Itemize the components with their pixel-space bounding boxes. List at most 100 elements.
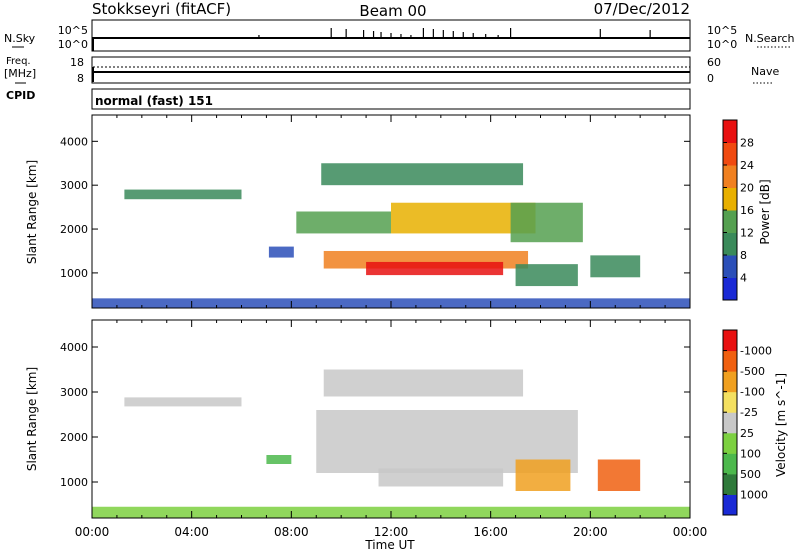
power-ylabel: Slant Range [km] bbox=[25, 160, 39, 264]
velocity-colorbar-segment bbox=[723, 432, 737, 454]
beam-title: Beam 00 bbox=[359, 2, 426, 20]
power-colorbar-label: Power [dB] bbox=[758, 179, 772, 244]
power-ytick-label: 2000 bbox=[60, 223, 88, 236]
velocity-panel: 1000 2000 3000 4000 Slant Range [km] bbox=[25, 319, 691, 519]
power-region bbox=[268, 246, 294, 258]
velocity-colorbar-segment bbox=[723, 453, 737, 475]
power-region bbox=[510, 202, 583, 243]
freq-left-tick-bottom: 8 bbox=[77, 72, 84, 85]
power-region bbox=[124, 189, 242, 200]
velocity-colorbar-segment bbox=[723, 494, 737, 516]
power-panel: 1000 2000 3000 4000 Slant Range [km] bbox=[25, 114, 691, 309]
power-colorbar-tick-label: 4 bbox=[740, 272, 747, 285]
noise-panel: N.Sky 10^5 10^0 10^5 10^0 N.Search bbox=[4, 19, 795, 52]
time-axis: 00:00 04:00 08:00 12:00 16:00 20:00 00:00 bbox=[75, 525, 708, 539]
power-region bbox=[366, 261, 504, 276]
velocity-region bbox=[124, 397, 242, 407]
power-colorbar-tick-label: 28 bbox=[740, 137, 754, 150]
power-region bbox=[590, 255, 641, 278]
power-colorbar-tick-label: 8 bbox=[740, 249, 747, 262]
mode-text: normal (fast) 151 bbox=[95, 94, 213, 108]
noise-spikes bbox=[258, 28, 651, 38]
velocity-colorbar-tick-label: -25 bbox=[740, 406, 758, 419]
velocity-colorbar-segment bbox=[723, 391, 737, 413]
freq-panel-frame bbox=[91, 56, 691, 84]
velocity-colorbar-tick-label: -1000 bbox=[740, 345, 772, 358]
power-colorbar-tick-label: 24 bbox=[740, 159, 754, 172]
nsky-label: N.Sky bbox=[4, 32, 36, 45]
velocity-ytick-label: 4000 bbox=[60, 341, 88, 354]
velocity-data bbox=[92, 369, 690, 518]
power-colorbar-tick-label: 16 bbox=[740, 204, 754, 217]
freq-unit-label: [MHz] bbox=[4, 67, 36, 80]
time-tick-label: 00:00 bbox=[673, 525, 708, 539]
power-colorbar-segment bbox=[723, 232, 737, 256]
power-colorbar-segment bbox=[723, 277, 737, 301]
time-tick-label: 16:00 bbox=[473, 525, 508, 539]
power-colorbar-segment bbox=[723, 187, 737, 211]
velocity-colorbar-tick-label: -100 bbox=[740, 386, 765, 399]
velocity-colorbar-tick-label: 25 bbox=[740, 427, 754, 440]
velocity-colorbar: Velocity [m s^-1] 1000 500 100 25 -25 -100 -50… bbox=[722, 329, 788, 516]
velocity-x-ticks bbox=[91, 320, 691, 518]
time-tick-label: 20:00 bbox=[573, 525, 608, 539]
velocity-region bbox=[323, 369, 524, 397]
power-y-axis: 1000 2000 3000 4000 bbox=[60, 135, 690, 280]
velocity-region bbox=[378, 468, 504, 487]
power-data bbox=[92, 163, 690, 308]
power-colorbar-segment bbox=[723, 142, 737, 166]
date-title: 07/Dec/2012 bbox=[594, 0, 690, 18]
time-tick-label: 04:00 bbox=[174, 525, 209, 539]
time-axis-label: Time UT bbox=[364, 538, 415, 552]
noise-right-tick-top: 10^5 bbox=[707, 24, 737, 37]
velocity-ytick-label: 1000 bbox=[60, 476, 88, 489]
velocity-colorbar-segment bbox=[723, 412, 737, 434]
velocity-y-axis: 1000 2000 3000 4000 bbox=[60, 341, 690, 489]
station-title: Stokkseyri (fitACF) bbox=[92, 0, 231, 18]
velocity-ytick-label: 3000 bbox=[60, 386, 88, 399]
velocity-colorbar-segment bbox=[723, 330, 737, 352]
freq-right-tick-bottom: 0 bbox=[707, 72, 714, 85]
noise-right-tick-bottom: 10^0 bbox=[707, 38, 737, 51]
frequency-panel: Freq. [MHz] 18 8 60 0 Nave CPID bbox=[4, 56, 779, 102]
power-ytick-label: 4000 bbox=[60, 135, 88, 148]
power-colorbar-tick-label: 20 bbox=[740, 182, 754, 195]
power-colorbar-segment bbox=[723, 255, 737, 278]
velocity-colorbar-tick-label: -500 bbox=[740, 365, 765, 378]
velocity-ylabel: Slant Range [km] bbox=[25, 367, 39, 471]
power-ytick-label: 3000 bbox=[60, 179, 88, 192]
noise-left-tick-top: 10^5 bbox=[58, 24, 88, 37]
power-region bbox=[321, 163, 524, 186]
power-colorbar: Power [dB] 4 8 12 16 20 24 28 bbox=[722, 119, 772, 301]
velocity-region bbox=[515, 459, 571, 491]
nave-label: Nave bbox=[751, 65, 779, 78]
mode-panel-frame bbox=[91, 88, 691, 110]
cpid-label: CPID bbox=[6, 89, 35, 102]
velocity-colorbar-segment bbox=[723, 350, 737, 372]
velocity-region bbox=[597, 459, 641, 491]
noise-left-tick-bottom: 10^0 bbox=[58, 38, 88, 51]
power-region bbox=[515, 264, 578, 287]
velocity-colorbar-tick-label: 500 bbox=[740, 468, 761, 481]
velocity-colorbar-segment bbox=[723, 371, 737, 393]
velocity-colorbar-frame bbox=[722, 329, 738, 516]
velocity-region bbox=[266, 455, 292, 464]
velocity-colorbar-segment bbox=[723, 473, 737, 495]
nsearch-label: N.Search bbox=[745, 32, 795, 45]
freq-label: Freq. bbox=[6, 56, 31, 67]
time-tick-label: 08:00 bbox=[274, 525, 309, 539]
freq-left-tick-top: 18 bbox=[70, 56, 84, 69]
power-x-ticks bbox=[91, 115, 691, 308]
power-colorbar-segment bbox=[723, 120, 737, 143]
power-ytick-label: 1000 bbox=[60, 267, 88, 280]
velocity-colorbar-tick-label: 1000 bbox=[740, 488, 768, 501]
power-region bbox=[296, 211, 391, 234]
power-colorbar-segment bbox=[723, 210, 737, 233]
time-tick-label: 00:00 bbox=[75, 525, 110, 539]
velocity-ytick-label: 2000 bbox=[60, 431, 88, 444]
time-tick-label: 12:00 bbox=[374, 525, 409, 539]
velocity-colorbar-label: Velocity [m s^-1] bbox=[774, 373, 788, 477]
power-colorbar-tick-label: 12 bbox=[740, 227, 754, 240]
noise-panel-frame bbox=[91, 19, 691, 52]
